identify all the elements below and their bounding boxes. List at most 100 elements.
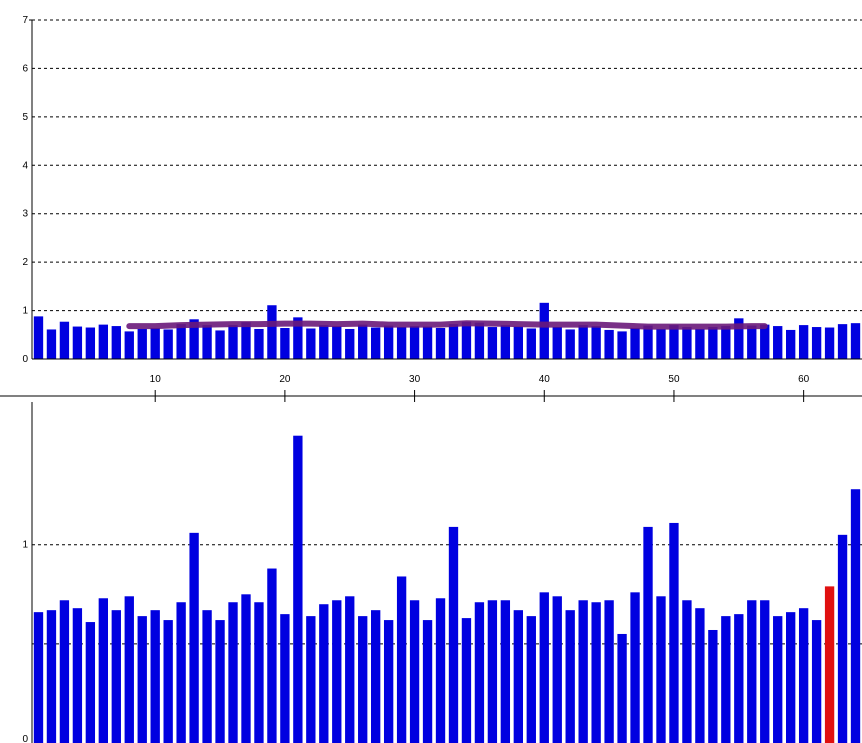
bar	[682, 600, 692, 743]
y-tick-label: 0	[22, 734, 28, 743]
bar	[254, 602, 264, 743]
bar	[552, 327, 562, 359]
bar	[319, 325, 329, 359]
bar	[708, 327, 718, 359]
bar	[202, 610, 212, 743]
bar	[630, 592, 640, 743]
bar	[526, 616, 536, 743]
bar	[811, 620, 822, 743]
bar	[202, 325, 212, 359]
x-tick-label: 60	[798, 374, 810, 385]
y-tick-label: 4	[22, 160, 28, 171]
bar	[332, 326, 342, 359]
bar	[695, 608, 705, 743]
bar	[643, 325, 653, 359]
bar	[747, 600, 757, 743]
bar	[293, 317, 303, 359]
bar	[306, 328, 316, 359]
bar	[332, 600, 342, 743]
bar	[837, 324, 848, 359]
bar	[267, 568, 277, 743]
bar	[215, 620, 225, 743]
bar	[98, 324, 108, 359]
bar	[565, 610, 575, 743]
bar	[500, 325, 511, 359]
bar	[228, 602, 238, 743]
y-tick-label: 6	[22, 63, 28, 74]
bar	[163, 329, 173, 359]
bar	[747, 325, 757, 359]
bar	[46, 610, 57, 743]
bar	[124, 596, 134, 743]
bar	[721, 326, 731, 359]
bar	[111, 610, 121, 743]
bar	[280, 328, 290, 359]
bar	[824, 327, 835, 359]
bar	[241, 322, 251, 359]
bar	[176, 602, 186, 743]
bar	[734, 614, 744, 743]
bar	[487, 600, 498, 743]
bar	[773, 616, 783, 743]
bar	[591, 326, 601, 359]
bar	[422, 620, 433, 743]
bar	[150, 328, 160, 359]
bar	[552, 596, 562, 743]
bar	[565, 329, 575, 359]
bar	[604, 600, 614, 743]
bar	[578, 600, 588, 743]
bar	[448, 526, 459, 743]
bar	[189, 532, 199, 743]
bar	[267, 305, 277, 359]
bar	[539, 592, 549, 743]
bar	[111, 326, 121, 359]
bar	[85, 327, 96, 359]
bar	[137, 328, 147, 359]
bar	[422, 326, 433, 359]
bar	[383, 325, 394, 359]
bar	[500, 600, 511, 743]
bar	[46, 329, 57, 359]
bar	[358, 324, 368, 359]
bar	[617, 633, 627, 743]
bar	[59, 600, 70, 743]
bar	[591, 602, 601, 743]
bar	[254, 328, 264, 359]
bar	[396, 576, 407, 743]
bar	[409, 326, 420, 359]
bar	[643, 526, 653, 743]
bar	[474, 602, 485, 743]
bar	[695, 328, 705, 359]
y-tick-label: 2	[22, 257, 28, 268]
bar	[306, 616, 316, 743]
bar	[189, 319, 199, 359]
top-chart-panel: 0 1 2 3 4 5 6 7 10 20 30 40 50 60	[0, 15, 862, 402]
x-tick-label: 50	[668, 374, 680, 385]
bar	[604, 329, 614, 359]
bar	[669, 325, 679, 359]
x-tick-label: 20	[279, 374, 291, 385]
bar	[448, 324, 459, 359]
y-tick-label: 5	[22, 112, 28, 123]
bar	[811, 327, 822, 359]
y-tick-label: 1	[22, 540, 28, 551]
y-tick-label: 0	[22, 354, 28, 365]
bar	[98, 598, 108, 743]
y-tick-label: 7	[22, 15, 28, 26]
bar	[773, 326, 783, 359]
bar	[656, 596, 666, 743]
bar	[837, 534, 848, 743]
bar	[669, 522, 679, 743]
bar	[241, 594, 251, 743]
x-tick-label: 30	[409, 374, 421, 385]
bar	[409, 600, 420, 743]
bar	[630, 328, 640, 359]
bottom-chart-panel: 01	[22, 402, 862, 743]
bar	[33, 316, 44, 359]
bar	[228, 325, 238, 359]
bar	[345, 596, 355, 743]
bar	[461, 618, 472, 743]
bar	[59, 321, 70, 359]
x-tick-label: 10	[150, 374, 162, 385]
